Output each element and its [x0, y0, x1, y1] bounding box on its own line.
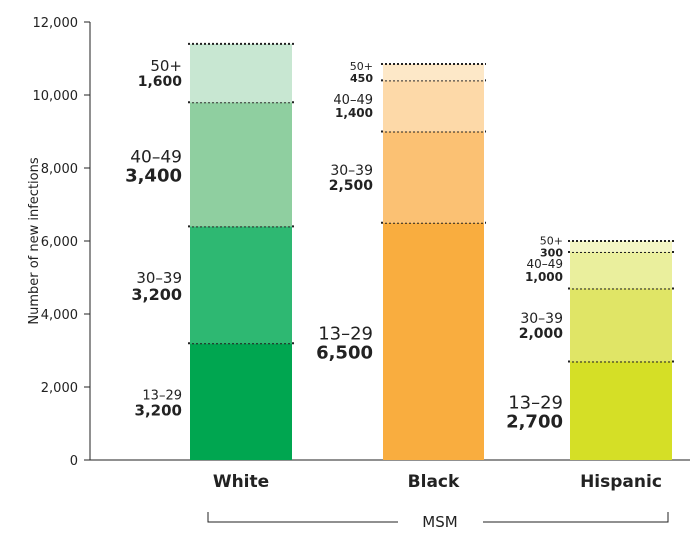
segment-value-label: 3,200 — [135, 402, 182, 420]
segment-value-label: 2,700 — [506, 412, 563, 433]
segment-age-label: 40–49 — [333, 93, 373, 108]
bar-segment-hispanic-0 — [570, 361, 672, 460]
category-label: Black — [408, 472, 460, 492]
bar-segment-hispanic-2 — [570, 251, 672, 289]
segment-age-label: 40–49 — [130, 147, 182, 167]
bar-segment-hispanic-3 — [570, 241, 672, 252]
bar-segment-white-2 — [190, 102, 292, 227]
msm-group-bracket: MSM — [207, 512, 669, 531]
segment-value-label: 3,400 — [125, 165, 182, 186]
segment-value-label: 1,400 — [335, 106, 373, 120]
segment-age-label: 30–39 — [520, 311, 563, 327]
bar-segment-black-3 — [383, 63, 484, 81]
segment-value-label: 450 — [350, 72, 373, 85]
y-axis-label: Number of new infections — [27, 157, 42, 324]
category-label: Hispanic — [580, 472, 662, 492]
y-tick-label: 8,000 — [41, 162, 78, 177]
bar-black — [381, 62, 486, 460]
segment-value-label: 1,000 — [525, 270, 563, 284]
bar-segment-black-1 — [383, 131, 484, 223]
y-tick-label: 10,000 — [33, 89, 79, 104]
bar-hispanic — [568, 240, 674, 460]
segment-value-label: 2,000 — [519, 326, 564, 342]
bar-segment-white-1 — [190, 226, 292, 344]
y-tick-label: 4,000 — [41, 308, 78, 323]
segment-age-label: 13–29 — [508, 393, 563, 414]
segment-age-label: 30–39 — [136, 269, 182, 287]
bar-white — [188, 42, 294, 460]
bar-segment-hispanic-1 — [570, 288, 672, 362]
segment-age-label: 50+ — [350, 60, 373, 73]
segment-value-label: 6,500 — [316, 342, 373, 363]
segment-age-label: 13–29 — [318, 323, 373, 344]
segment-age-label: 50+ — [150, 57, 182, 75]
segment-age-label: 50+ — [540, 234, 563, 247]
group-label: MSM — [422, 513, 457, 531]
segment-age-label: 40–49 — [526, 257, 563, 271]
bar-segment-white-0 — [190, 343, 292, 460]
y-tick-label: 2,000 — [41, 381, 78, 396]
segment-value-label: 300 — [540, 246, 563, 259]
segment-value-label: 2,500 — [329, 178, 374, 194]
segment-value-label: 1,600 — [138, 74, 183, 90]
y-tick-label: 0 — [70, 454, 78, 469]
segment-age-label: 30–39 — [330, 163, 373, 179]
y-tick-label: 12,000 — [33, 16, 79, 31]
y-tick-label: 6,000 — [41, 235, 78, 250]
bar-segment-white-3 — [190, 43, 292, 103]
bar-segment-black-2 — [383, 80, 484, 132]
category-label: White — [213, 472, 269, 492]
bar-segment-black-0 — [383, 222, 484, 460]
bracket-left-line — [207, 512, 398, 523]
bracket-right-line — [483, 512, 669, 523]
segment-value-label: 3,200 — [131, 285, 182, 304]
segment-age-label: 13–29 — [142, 389, 182, 404]
